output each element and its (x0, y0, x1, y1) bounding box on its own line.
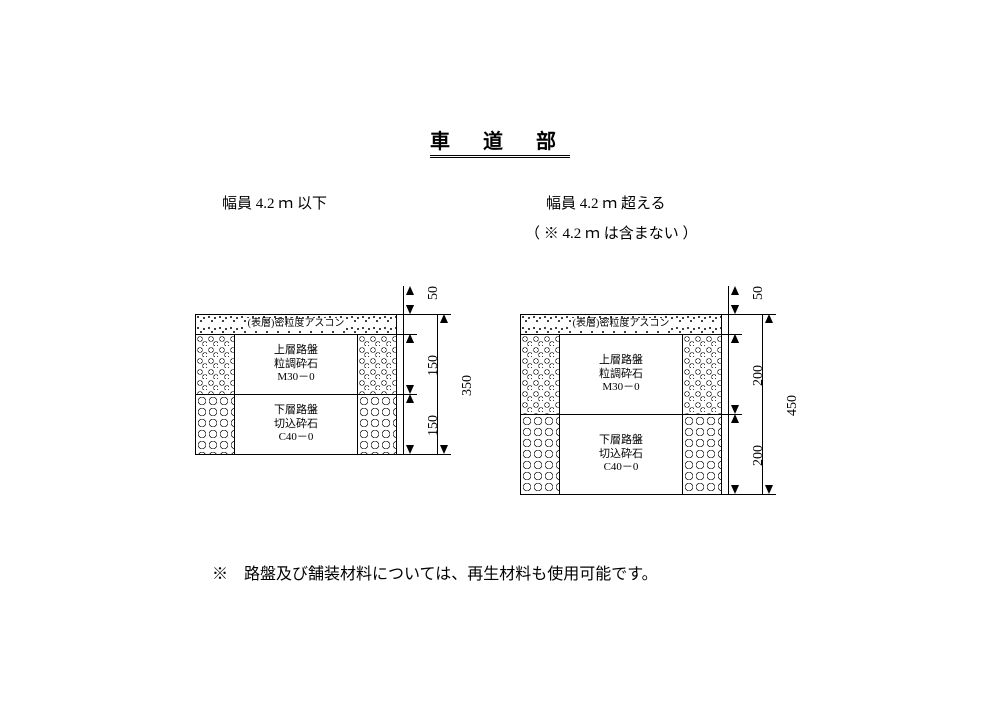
layer-label: (表層)密粒度アスコン (196, 315, 396, 334)
dim-section_right-1: 200 (751, 365, 767, 386)
layer-1: 上層路盤粒調砕石M30－0 (521, 334, 721, 414)
layer-2: 下層路盤切込砕石C40－0 (196, 394, 396, 454)
page-title: 車 道 部 (0, 125, 1000, 154)
layer-label: 上層路盤粒調砕石M30－0 (235, 335, 357, 394)
layer-2: 下層路盤切込砕石C40－0 (521, 414, 721, 494)
cross-left-body: (表層)密粒度アスコン上層路盤粒調砕石M30－0下層路盤切込砕石C40－0 (195, 314, 397, 455)
layer-label: 下層路盤切込砕石C40－0 (560, 415, 682, 494)
layer-label: 下層路盤切込砕石C40－0 (235, 395, 357, 454)
subtitle-right-1: 幅員 4.2 ｍ 超える (546, 192, 666, 213)
page-title-text: 車 道 部 (430, 131, 570, 158)
subtitle-left: 幅員 4.2 ｍ 以下 (222, 192, 327, 213)
layer-label: (表層)密粒度アスコン (521, 315, 721, 334)
cross-section-right: (表層)密粒度アスコン上層路盤粒調砕石M30－0下層路盤切込砕石C40－0 50… (520, 314, 730, 495)
layer-label: 上層路盤粒調砕石M30－0 (560, 335, 682, 414)
layer-0: (表層)密粒度アスコン (521, 314, 721, 334)
cross-right-body: (表層)密粒度アスコン上層路盤粒調砕石M30－0下層路盤切込砕石C40－0 (520, 314, 722, 495)
dim-section_left-1: 150 (426, 355, 442, 376)
dim-section_right-0: 50 (751, 286, 767, 300)
layer-1: 上層路盤粒調砕石M30－0 (196, 334, 396, 394)
subtitle-right-2: （ ※ 4.2 ｍ は含まない ） (525, 222, 698, 243)
cross-section-left: (表層)密粒度アスコン上層路盤粒調砕石M30－0下層路盤切込砕石C40－0 50… (195, 314, 405, 455)
dim-section_right-total: 450 (785, 395, 801, 416)
dim-section_left-2: 150 (426, 415, 442, 436)
dim-section_left-total: 350 (460, 375, 476, 396)
footnote: ※ 路盤及び舗装材料については、再生材料も使用可能です。 (212, 560, 658, 584)
layer-0: (表層)密粒度アスコン (196, 314, 396, 334)
dim-section_right-2: 200 (751, 445, 767, 466)
dim-section_left-0: 50 (426, 286, 442, 300)
